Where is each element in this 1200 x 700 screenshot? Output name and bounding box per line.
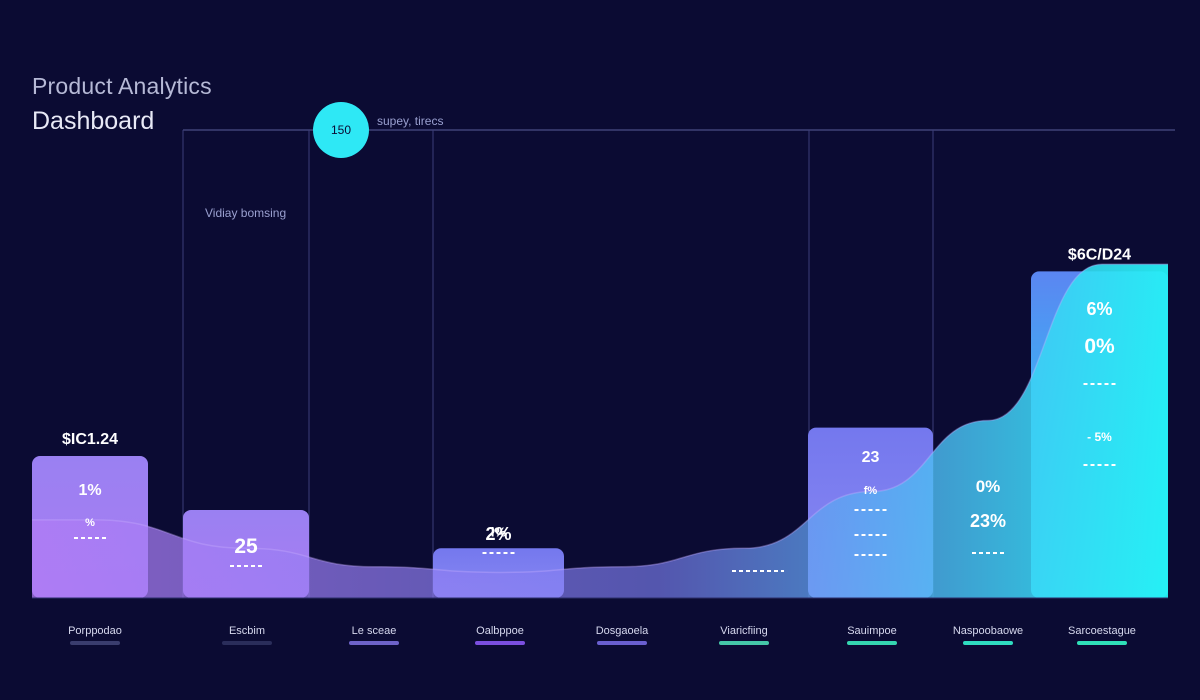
x-tick-marker-3 [475,641,525,645]
bar-value-label-1-0: 25 [234,535,258,558]
x-tick-label-4: Dosgaoela [596,625,649,637]
badge-circle [313,102,369,158]
x-tick-label-5: Viaricfiing [720,625,768,637]
x-tick-marker-4 [597,641,647,645]
x-tick-marker-5 [719,641,769,645]
x-tick-marker-6 [847,641,897,645]
x-tick-label-2: Le sceae [352,625,397,637]
bar-value-label-0-0: 1% [78,482,101,499]
area-fill [32,264,1168,598]
bar-value-label-0-1: % [85,517,95,529]
bar-value-label-7-1: 23% [970,511,1006,531]
bar-value-label-6-0: 23 [862,449,880,466]
bar-value-label-8-2: - 5% [1087,430,1112,444]
area-series [32,263,1168,599]
category-axis: Porppodao Escbim Le sceae Oalbppoe Dosgaoela… [68,625,1136,645]
bar-value-label-7-0: 0% [976,477,1001,496]
x-tick-label-3: Oalbppoe [476,625,524,637]
value-labels: $IC1.24 i% $6C/D24 1%% 25 2% 23 f% 0% 23% 6% 0% - 5% [62,246,1131,572]
x-tick-label-8: Sarcoestague [1068,625,1136,637]
bar-top-label-3: i% [491,524,507,539]
bar-value-label-8-0: 6% [1086,299,1112,319]
bar-top-label-8: $6C/D24 [1068,246,1131,263]
x-tick-label-0: Porppodao [68,625,122,637]
x-tick-label-6: Sauimpoe [847,625,897,637]
annotation-note: Vidiay bomsing [205,206,286,220]
x-tick-label-7: Naspoobaowe [953,625,1023,637]
bar-top-label-0: $IC1.24 [62,431,118,448]
x-tick-label-1: Escbim [229,625,265,637]
badge-caption: supey, tirecs [377,114,443,128]
bar-value-label-3-0: 2% [485,524,511,544]
bar-value-label-8-1: 0% [1084,335,1115,358]
chart-subtitle: Dashboard [32,107,155,135]
x-tick-marker-8 [1077,641,1127,645]
x-tick-marker-7 [963,641,1013,645]
x-tick-marker-1 [222,641,272,645]
x-tick-marker-0 [70,641,120,645]
badge-value: 150 [331,123,351,137]
area-line [32,263,1168,574]
x-tick-marker-2 [349,641,399,645]
chart-title: Product Analytics [32,73,212,99]
bar-value-label-6-1: f% [864,485,878,497]
